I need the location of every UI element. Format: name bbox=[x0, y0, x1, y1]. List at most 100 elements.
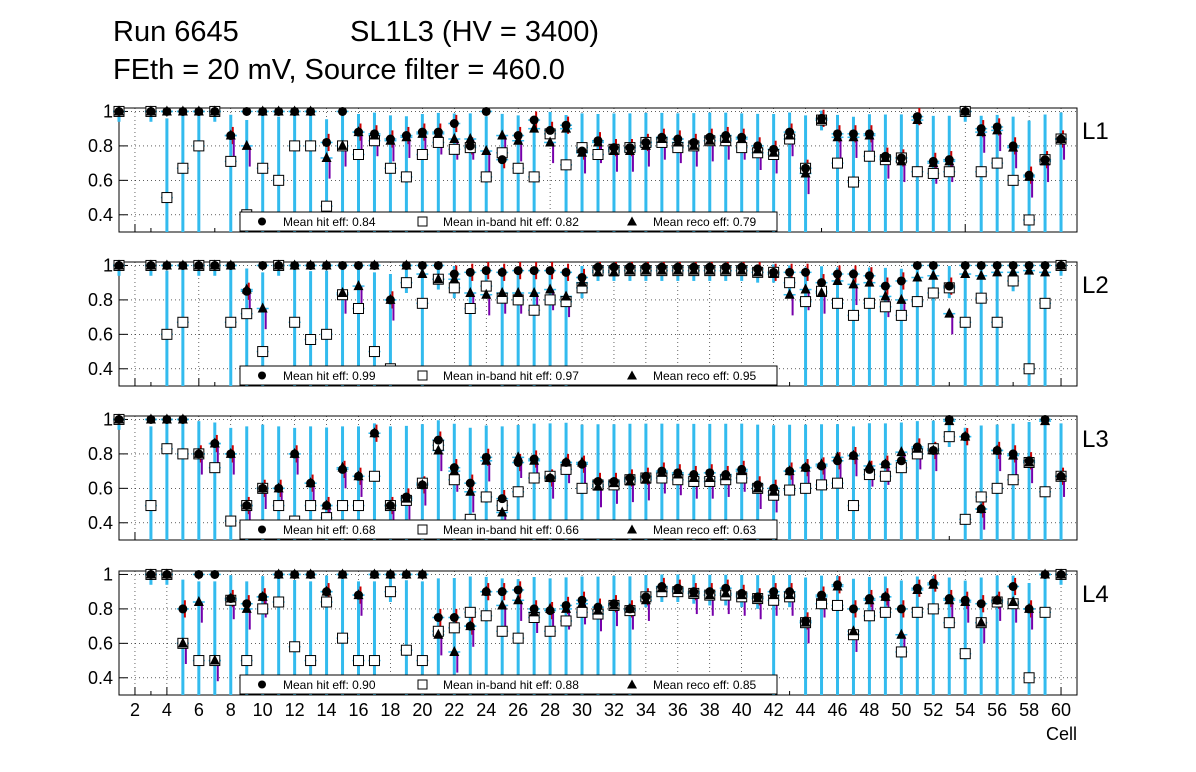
hit-marker bbox=[338, 106, 348, 116]
inband-marker bbox=[480, 610, 492, 622]
reco-marker bbox=[337, 568, 348, 579]
reco-marker bbox=[912, 114, 923, 125]
reco-marker bbox=[497, 287, 508, 297]
reco-marker bbox=[353, 470, 364, 481]
inband-marker bbox=[832, 477, 843, 489]
reco-marker bbox=[449, 133, 460, 143]
x-tick-label: 40 bbox=[732, 700, 752, 720]
legend-inband-label: Mean in-band hit eff: 0.66 bbox=[443, 523, 579, 537]
reco-marker bbox=[401, 131, 412, 142]
hit-marker bbox=[433, 435, 443, 445]
reco-marker bbox=[720, 264, 731, 275]
inband-marker bbox=[368, 470, 380, 482]
inband-marker bbox=[512, 486, 524, 498]
reco-marker bbox=[321, 499, 332, 510]
inband-marker bbox=[832, 297, 843, 309]
inband-marker bbox=[991, 316, 1003, 328]
inband-marker bbox=[273, 500, 285, 512]
reco-marker bbox=[832, 274, 843, 285]
reco-marker bbox=[177, 637, 188, 648]
legend-box bbox=[239, 674, 778, 695]
reco-marker bbox=[736, 589, 747, 600]
reco-marker bbox=[1040, 266, 1051, 277]
inband-marker bbox=[448, 282, 460, 294]
reco-marker bbox=[624, 602, 635, 613]
reco-marker bbox=[816, 458, 827, 469]
reco-marker bbox=[545, 602, 556, 613]
legend-reco-label: Mean reco eff: 0.85 bbox=[653, 678, 757, 692]
inband-marker bbox=[847, 500, 859, 512]
inband-marker bbox=[193, 655, 205, 667]
reco-marker bbox=[880, 151, 891, 162]
hit-marker bbox=[497, 155, 507, 165]
reco-marker bbox=[800, 167, 811, 178]
reco-marker bbox=[800, 283, 811, 294]
reco-marker bbox=[608, 266, 619, 277]
reco-marker bbox=[353, 589, 364, 600]
inband-marker bbox=[177, 316, 189, 328]
inband-marker bbox=[800, 296, 812, 308]
hit-marker bbox=[1008, 582, 1018, 591]
hit-marker bbox=[433, 260, 443, 270]
reco-marker bbox=[337, 461, 348, 472]
hit-marker bbox=[817, 278, 827, 288]
reco-marker bbox=[257, 590, 268, 601]
reco-marker bbox=[960, 596, 971, 606]
chamber-title: SL1L3 (HV = 3400) bbox=[350, 16, 600, 48]
hit-marker bbox=[465, 478, 475, 488]
reco-marker bbox=[449, 273, 460, 284]
hit-marker bbox=[481, 266, 491, 276]
y-tick-label: 1 bbox=[103, 101, 113, 121]
legend-hit-marker bbox=[258, 525, 266, 534]
x-tick-label: 34 bbox=[636, 700, 656, 720]
reco-marker bbox=[1008, 266, 1019, 277]
reco-marker bbox=[305, 568, 316, 579]
reco-marker bbox=[848, 131, 859, 142]
reco-marker bbox=[161, 413, 172, 424]
reco-marker bbox=[577, 276, 588, 287]
inband-marker bbox=[464, 303, 476, 314]
reco-marker bbox=[768, 268, 779, 279]
reco-marker bbox=[385, 134, 396, 145]
hit-marker bbox=[513, 266, 523, 276]
layer-label: L4 bbox=[1082, 581, 1109, 608]
inband-marker bbox=[847, 309, 859, 321]
inband-marker bbox=[1039, 606, 1051, 618]
inband-marker bbox=[400, 644, 412, 656]
y-tick-label: 1 bbox=[103, 255, 113, 275]
reco-marker bbox=[449, 465, 460, 476]
reco-marker bbox=[289, 568, 300, 579]
y-tick-label: 0.8 bbox=[88, 444, 113, 464]
reco-marker bbox=[864, 459, 875, 470]
reco-marker bbox=[992, 124, 1003, 135]
reco-marker bbox=[305, 259, 316, 270]
reco-marker bbox=[529, 606, 540, 617]
reco-marker bbox=[672, 136, 683, 147]
reco-marker bbox=[433, 127, 444, 138]
reco-marker bbox=[593, 480, 603, 491]
layer-label: L3 bbox=[1082, 426, 1109, 453]
legend-hit-label: Mean hit eff: 0.84 bbox=[283, 215, 376, 229]
reco-marker bbox=[1040, 568, 1051, 579]
reco-marker bbox=[672, 264, 683, 275]
legend-inband-label: Mean in-band hit eff: 0.97 bbox=[443, 369, 579, 383]
hit-marker bbox=[992, 260, 1002, 270]
reco-marker bbox=[513, 594, 524, 605]
inband-marker bbox=[816, 479, 828, 491]
reco-marker bbox=[193, 447, 204, 458]
y-tick-label: 0.6 bbox=[88, 633, 113, 653]
reco-marker bbox=[161, 105, 172, 116]
inband-marker bbox=[400, 277, 412, 289]
reco-marker bbox=[465, 133, 476, 143]
legend-reco-marker bbox=[627, 524, 637, 534]
reco-marker bbox=[193, 105, 204, 116]
reco-marker bbox=[848, 449, 859, 460]
reco-marker bbox=[928, 269, 939, 280]
reco-marker bbox=[145, 413, 156, 424]
reco-marker bbox=[832, 131, 843, 142]
run-title: Run 6645 bbox=[113, 16, 239, 48]
reco-marker bbox=[896, 155, 907, 166]
hit-marker bbox=[178, 604, 188, 614]
reco-marker bbox=[704, 589, 715, 600]
inband-marker bbox=[193, 140, 205, 152]
